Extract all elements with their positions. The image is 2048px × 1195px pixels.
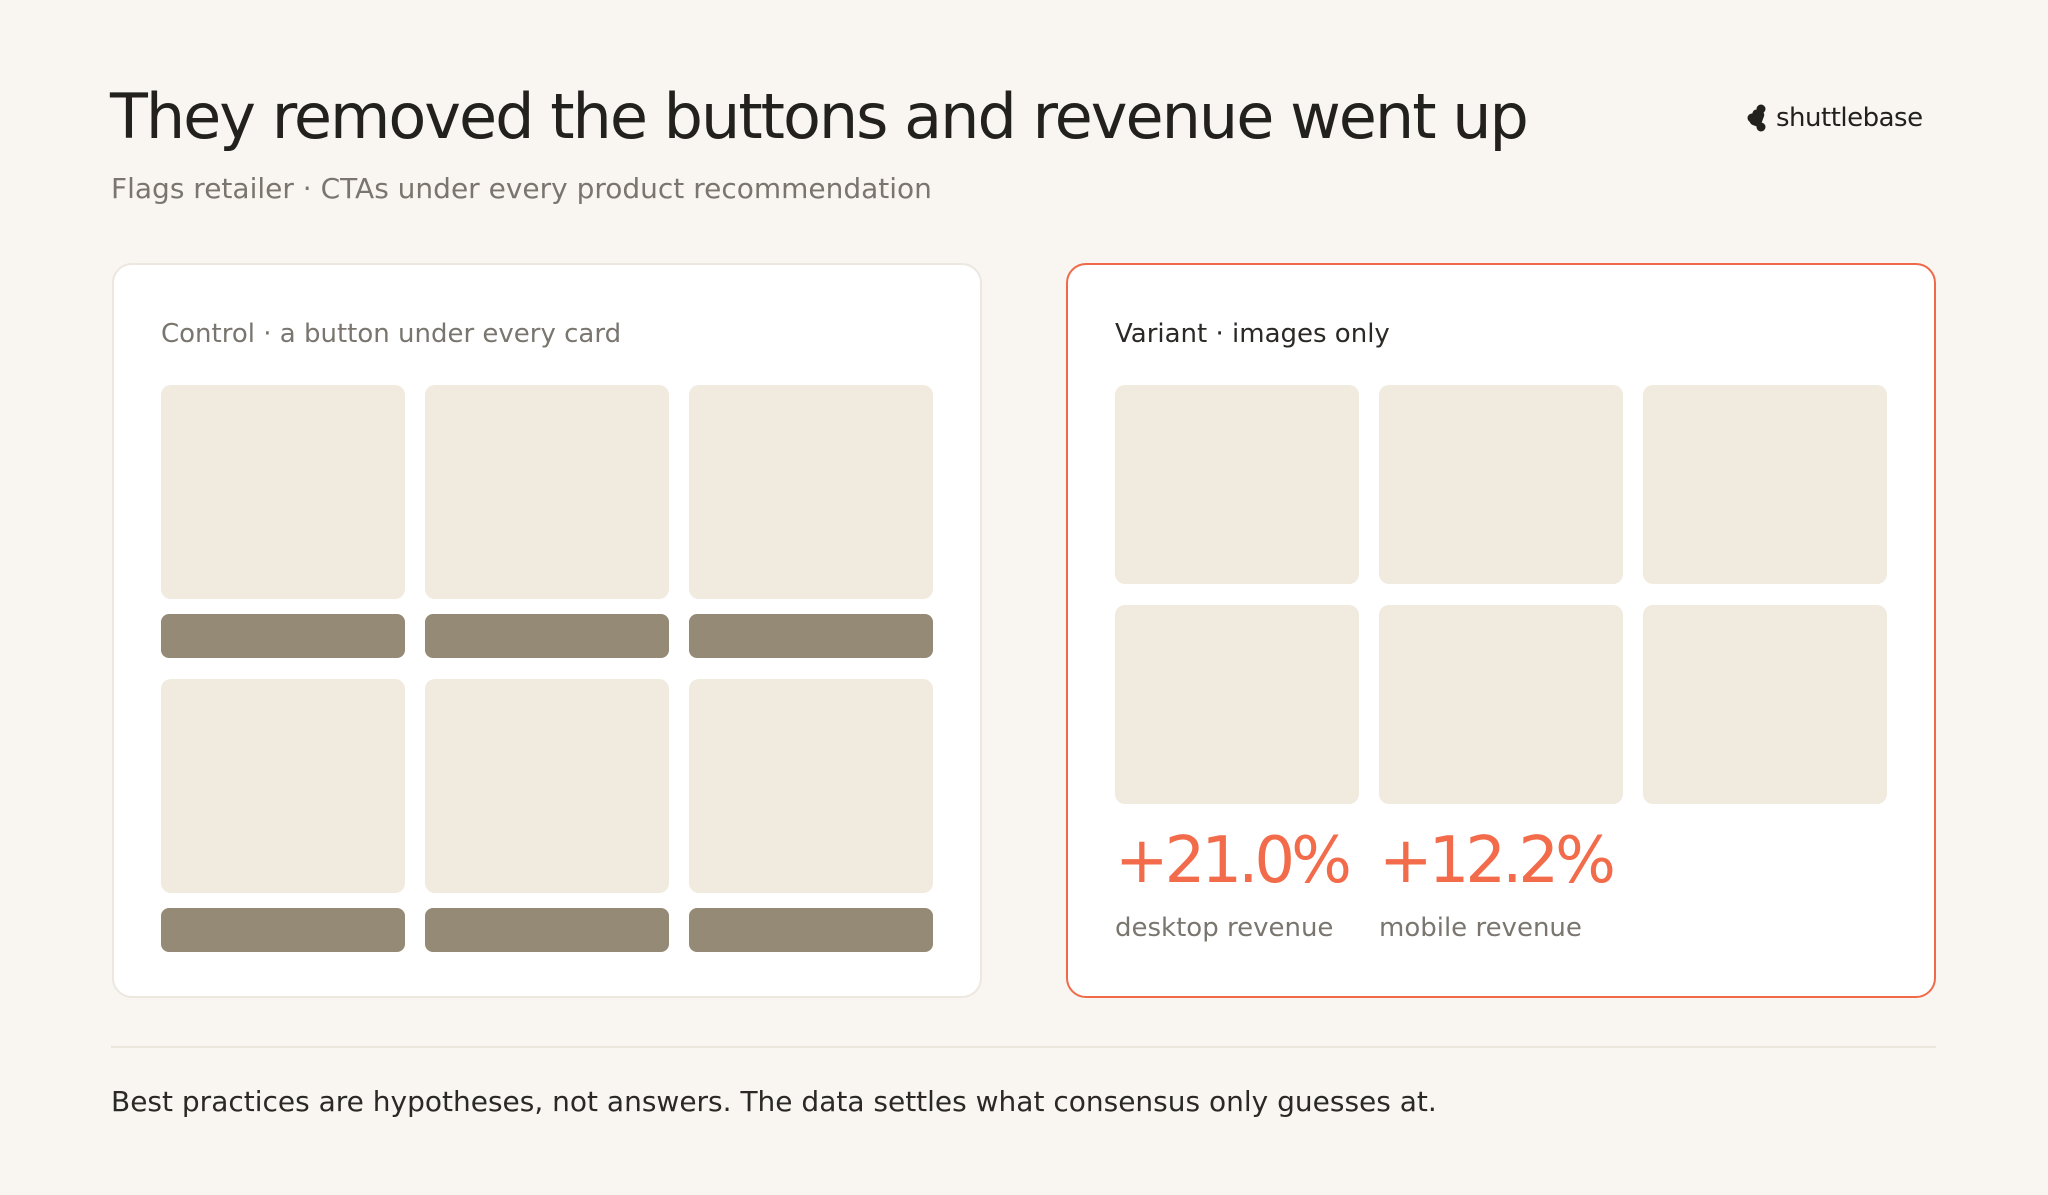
- product-card: [1643, 605, 1887, 804]
- title: They removed the buttons and revenue wen…: [110, 80, 1529, 153]
- metric-label: desktop revenue: [1115, 913, 1334, 943]
- product-card: [425, 679, 669, 893]
- divider: [111, 1046, 1936, 1048]
- variant-panel: Variant · images only +21.0% desktop reve…: [1066, 263, 1936, 998]
- product-card: [425, 385, 669, 599]
- panel-label: Variant · images only: [1115, 319, 1390, 349]
- product-card: [1379, 605, 1623, 804]
- product-card: [689, 385, 933, 599]
- cta-button: [689, 614, 933, 658]
- product-card: [1643, 385, 1887, 584]
- panel-label: Control · a button under every card: [161, 319, 622, 349]
- product-card: [1115, 385, 1359, 584]
- metric-label: mobile revenue: [1379, 913, 1582, 943]
- brand-icon: [1747, 104, 1766, 132]
- subtitle: Flags retailer · CTAs under every produc…: [111, 172, 932, 205]
- product-card: [689, 679, 933, 893]
- cta-button: [161, 908, 405, 952]
- metric-value: +12.2%: [1379, 824, 1616, 898]
- metric-value: +21.0%: [1115, 824, 1352, 898]
- control-panel: Control · a button under every card: [112, 263, 982, 998]
- product-card: [1379, 385, 1623, 584]
- brand-name: shuttlebase: [1776, 103, 1923, 133]
- product-card: [161, 385, 405, 599]
- product-card: [1115, 605, 1359, 804]
- cta-button: [425, 614, 669, 658]
- footer: Best practices are hypotheses, not answe…: [111, 1085, 1437, 1118]
- product-card: [161, 679, 405, 893]
- cta-button: [689, 908, 933, 952]
- cta-button: [425, 908, 669, 952]
- brand: shuttlebase: [1746, 104, 1923, 132]
- cta-button: [161, 614, 405, 658]
